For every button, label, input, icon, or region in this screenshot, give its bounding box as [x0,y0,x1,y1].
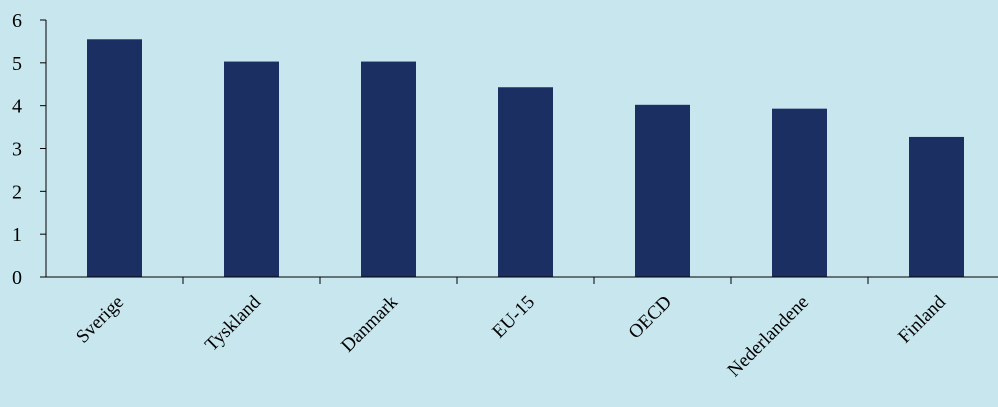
y-tick-label: 5 [12,53,22,75]
y-tick-label: 6 [12,10,22,32]
bar-oecd [635,104,690,277]
bar-danmark [361,61,416,277]
x-tick-label: Nederlandene [724,292,813,381]
bar-eu-15 [498,87,553,277]
y-tick-label: 2 [12,181,22,203]
y-tick-label: 4 [12,96,22,118]
bar-sverige [87,39,142,278]
bar-tyskland [224,61,279,277]
x-tick-label: OECD [625,292,676,343]
y-axis-ticks: 0 1 2 3 4 5 6 [12,10,46,289]
bar-nederlandene [772,108,827,277]
x-tick-label: Finland [894,291,950,347]
y-tick-label: 0 [12,267,22,289]
y-tick-label: 3 [12,139,22,161]
x-tick-label: Danmark [337,291,402,356]
x-tick-label: EU-15 [488,292,539,343]
x-tick-label: Tyskland [201,291,265,355]
x-tick-label: Sverige [72,292,128,348]
bar-finland [909,136,964,277]
y-tick-label: 1 [12,224,22,246]
x-axis-ticks: Sverige Tyskland Danmark EU-15 OECD Nederland… [72,277,950,381]
bars-group [87,39,964,278]
